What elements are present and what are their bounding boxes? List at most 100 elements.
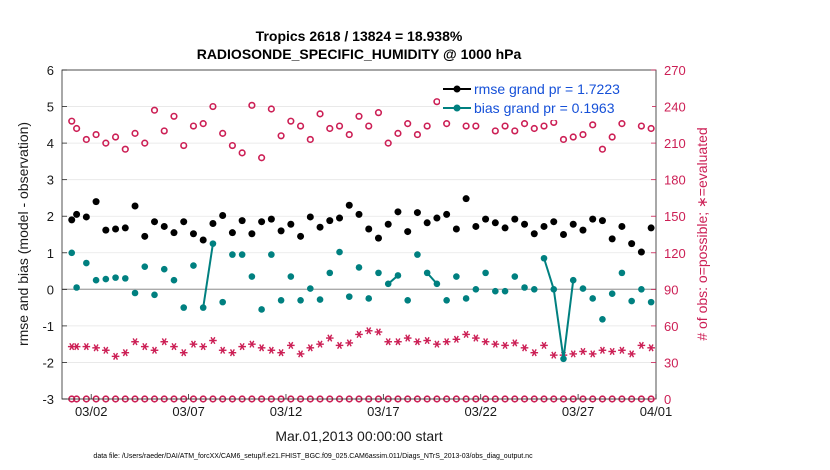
- bias-point: [199, 304, 207, 311]
- y-tick-label-right: 60: [664, 319, 678, 334]
- y-tick-label-left: -1: [42, 319, 54, 334]
- obs-possible-marker: [82, 135, 90, 144]
- series-layer: [67, 98, 655, 403]
- y-tick-label-left: 2: [47, 209, 54, 224]
- bias-point: [647, 298, 655, 306]
- rmse-point: [180, 218, 188, 226]
- bias-point: [131, 289, 139, 297]
- obs-evaluated-marker: [579, 347, 587, 356]
- asterisk-stroke: [590, 350, 596, 358]
- asterisk-stroke: [327, 334, 333, 342]
- obs-evaluated-marker: [549, 351, 558, 359]
- asterisk-stroke: [346, 339, 352, 347]
- asterisk-stroke: [512, 339, 518, 347]
- obs-possible-marker: [472, 122, 480, 130]
- asterisk-stroke: [103, 346, 109, 354]
- obs-possible-marker: [131, 129, 139, 137]
- rmse-point: [306, 213, 314, 221]
- obs-evaluated-marker: [481, 338, 490, 346]
- y-tick-label-left: 6: [47, 63, 54, 78]
- rmse-point: [170, 229, 178, 237]
- obs-possible-marker: [287, 117, 295, 125]
- asterisk-stroke: [385, 338, 391, 346]
- obs-possible-marker: [111, 133, 120, 141]
- rmse-point: [82, 213, 90, 221]
- x-tick-label: 03/17: [367, 404, 400, 419]
- y-tick-label-right: 210: [664, 136, 686, 151]
- rmse-point: [355, 210, 363, 218]
- bias-line-segment: [552, 289, 565, 359]
- obs-possible-marker: [121, 145, 129, 153]
- obs-possible-marker: [248, 101, 256, 109]
- rmse-point: [258, 218, 266, 226]
- y-tick-label-right: 270: [664, 63, 686, 78]
- bias-point: [83, 259, 90, 267]
- rmse-point: [452, 225, 460, 233]
- bias-point: [540, 254, 548, 262]
- bias-point: [482, 269, 489, 277]
- y-tick-label-right: 90: [664, 282, 678, 297]
- bias-point: [316, 296, 324, 303]
- obs-evaluated-marker: [170, 342, 178, 351]
- obs-possible-marker: [150, 106, 159, 114]
- obs-evaluated-marker: [364, 327, 373, 335]
- asterisk-stroke: [619, 346, 625, 354]
- x-tick-label: 03/22: [464, 404, 497, 419]
- obs-evaluated-marker: [199, 342, 207, 351]
- obs-evaluated-marker: [520, 344, 529, 352]
- asterisk-stroke: [599, 346, 605, 354]
- rmse-point: [647, 224, 655, 232]
- obs-possible-marker: [141, 139, 149, 147]
- obs-evaluated-marker: [598, 346, 607, 354]
- asterisk-stroke: [414, 338, 420, 346]
- asterisk-stroke: [502, 341, 508, 350]
- ticks: -3-2-10123456030609012015018021024027003…: [42, 63, 685, 419]
- asterisk-stroke: [142, 342, 148, 351]
- obs-possible-marker: [491, 127, 499, 135]
- obs-evaluated-marker: [296, 350, 305, 358]
- obs-evaluated-marker: [452, 335, 461, 343]
- obs-possible-marker: [520, 120, 529, 128]
- asterisk-stroke: [453, 335, 459, 343]
- bias-point: [423, 269, 431, 277]
- legend-marker-bias: [453, 104, 461, 112]
- bias-line-segment: [202, 243, 214, 308]
- obs-evaluated-marker: [530, 349, 539, 357]
- bias-point: [453, 273, 460, 280]
- bias-point: [375, 269, 382, 277]
- obs-evaluated-marker: [209, 336, 217, 345]
- obs-possible-marker: [68, 117, 76, 125]
- obs-possible-marker: [267, 105, 275, 113]
- asterisk-stroke: [424, 336, 430, 345]
- bias-point: [92, 276, 100, 284]
- obs-possible-marker: [579, 130, 587, 139]
- obs-possible-marker: [530, 124, 538, 133]
- asterisk-stroke: [278, 349, 284, 357]
- rmse-point: [121, 224, 129, 232]
- obs-possible-marker: [443, 120, 451, 128]
- asterisk-stroke: [132, 338, 138, 346]
- obs-possible-marker: [598, 145, 607, 153]
- rmse-point: [151, 218, 159, 226]
- asterisk-stroke: [190, 340, 196, 348]
- obs-evaluated-marker: [189, 340, 198, 348]
- rmse-point: [336, 214, 344, 222]
- rmse-point: [472, 222, 480, 230]
- rmse-point: [628, 240, 636, 248]
- asterisk-stroke: [239, 342, 245, 351]
- obs-possible-marker: [335, 122, 344, 130]
- bias-point: [151, 291, 158, 299]
- asterisk-stroke: [83, 342, 89, 351]
- chart-title-line1: Tropics 2618 / 13824 = 18.938%: [256, 28, 463, 44]
- asterisk-stroke: [434, 340, 440, 348]
- bias-point: [121, 275, 129, 282]
- bias-point: [209, 240, 217, 247]
- bias-point: [141, 263, 149, 270]
- asterisk-stroke: [366, 327, 372, 335]
- obs-evaluated-marker: [82, 342, 91, 351]
- asterisk-stroke: [473, 334, 479, 342]
- obs-evaluated-marker: [325, 334, 334, 342]
- bias-point: [190, 262, 197, 269]
- bias-point: [608, 290, 616, 298]
- obs-evaluated-marker: [218, 346, 227, 354]
